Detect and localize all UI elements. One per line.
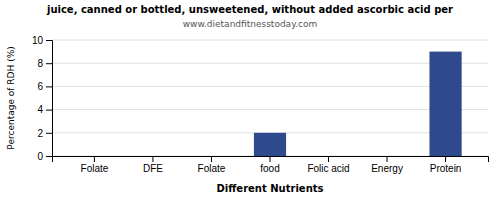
x-tick: Protein (430, 156, 462, 174)
y-tick-mark (46, 63, 52, 64)
x-tick: food (260, 156, 279, 174)
x-tick-label: DFE (143, 163, 163, 174)
y-tick-label: 4 (37, 104, 43, 115)
x-tick-label: Folate (198, 163, 226, 174)
bar (254, 133, 286, 156)
grid-line (52, 86, 488, 87)
plot: Folate DFE Folate food Folic acid Energy Prote… (32, 35, 489, 174)
y-tick-mark (46, 110, 52, 111)
bar (429, 52, 461, 156)
y-axis-line (46, 41, 53, 157)
y-tick-label: 2 (37, 128, 43, 139)
y-tick-mark (46, 40, 52, 41)
x-tick-label: Protein (430, 163, 462, 174)
y-tick-label: 0 (37, 151, 43, 162)
x-tick-mark (328, 156, 329, 162)
y-axis: 0 2 4 6 8 10 (32, 35, 53, 162)
x-tick: Folate (198, 156, 226, 174)
y-tick: 4 (37, 104, 52, 115)
y-tick: 10 (32, 35, 52, 46)
y-tick-label: 10 (32, 35, 44, 46)
bar (78, 156, 110, 157)
x-tick-mark (270, 156, 271, 162)
y-tick: 8 (37, 58, 52, 69)
y-tick-label: 6 (37, 81, 43, 92)
y-axis-title: Percentage of RDH (%) (6, 46, 16, 149)
x-tick-mark (387, 156, 388, 162)
x-tick-label: Folic acid (307, 163, 349, 174)
title: juice, canned or bottled, unsweetened, w… (46, 4, 453, 15)
bar (195, 156, 227, 157)
x-tick: Energy (371, 156, 403, 174)
grid-line (52, 63, 488, 64)
bar (312, 156, 344, 157)
x-tick-label: food (260, 163, 279, 174)
x-axis: Folate DFE Folate food Folic acid Energy Prote… (53, 156, 489, 174)
subtitle: www.dietandfitnesstoday.com (183, 19, 318, 29)
bar (137, 156, 169, 157)
x-axis-title: Different Nutrients (217, 183, 324, 194)
y-tick-mark (46, 133, 52, 134)
x-tick: Folate (81, 156, 109, 174)
x-tick-mark (445, 156, 446, 162)
x-tick-mark (94, 156, 95, 162)
bar (371, 156, 403, 157)
x-tick: Folic acid (307, 156, 349, 174)
y-tick: 0 (37, 151, 52, 162)
chart: juice, canned or bottled, unsweetened, w… (0, 0, 500, 200)
grid-line (52, 40, 488, 41)
x-tick-mark (211, 156, 212, 162)
y-tick: 2 (37, 128, 52, 139)
grid-line (52, 109, 488, 110)
x-tick-mark (152, 156, 153, 162)
y-tick-label: 8 (37, 58, 43, 69)
bars (254, 52, 462, 156)
grid (52, 40, 488, 156)
y-tick-mark (46, 86, 52, 87)
x-axis-line (53, 157, 489, 163)
y-tick: 6 (37, 81, 52, 92)
x-tick-label: Energy (371, 163, 403, 174)
x-tick: DFE (143, 156, 163, 174)
x-tick-label: Folate (81, 163, 109, 174)
y-tick-mark (46, 156, 52, 157)
